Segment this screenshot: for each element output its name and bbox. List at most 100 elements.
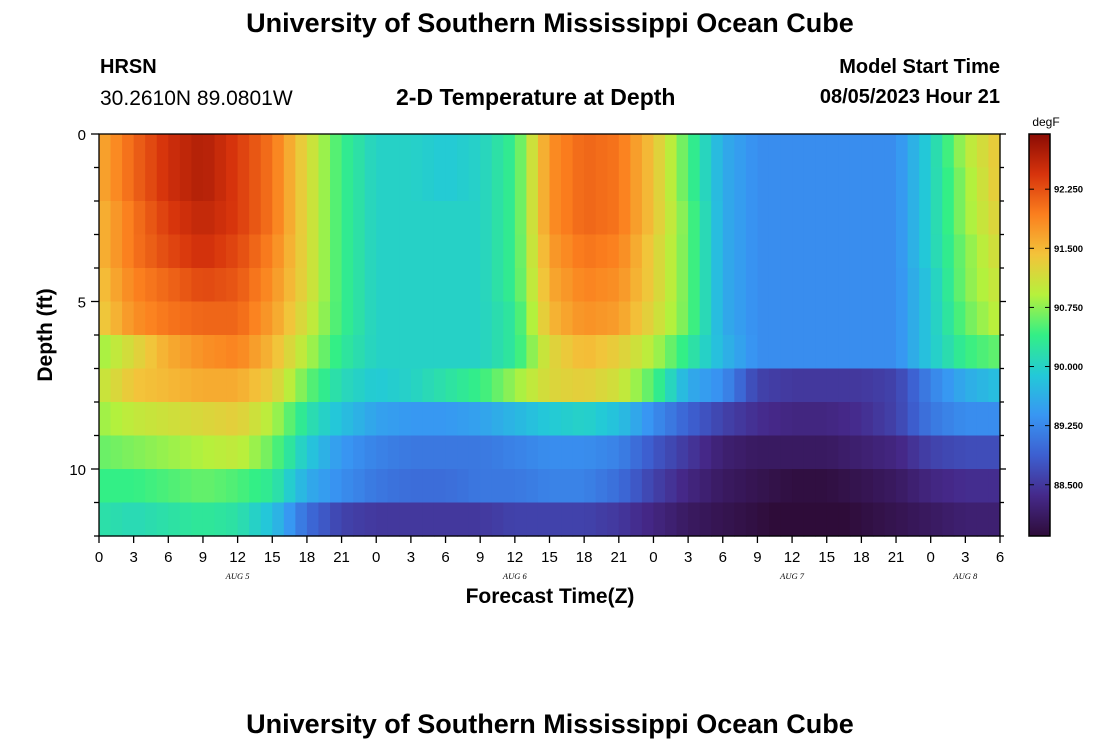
heatmap-cell [214, 435, 227, 470]
heatmap-cell [572, 469, 585, 504]
x-tick-label: 18 [576, 549, 593, 566]
heatmap-cell [607, 234, 620, 269]
heatmap-cell [965, 502, 978, 537]
heatmap-cell [399, 402, 412, 437]
heatmap-cell [861, 435, 874, 470]
heatmap-cell [549, 268, 562, 303]
heatmap-cell [364, 435, 377, 470]
heatmap-cell [942, 167, 955, 202]
heatmap-cell [584, 201, 597, 236]
heatmap-cell [872, 201, 886, 236]
heatmap-cell [306, 502, 320, 537]
heatmap-cell [122, 335, 135, 370]
x-tick-label: 15 [541, 549, 558, 566]
heatmap-cell [202, 234, 216, 269]
heatmap-cell [306, 167, 320, 202]
heatmap-cell [584, 469, 597, 504]
heatmap-cell [445, 502, 458, 537]
heatmap-cell [491, 234, 504, 269]
heatmap-cell [399, 134, 412, 169]
heatmap-cell [110, 335, 123, 370]
heatmap-cell [838, 134, 851, 169]
x-tick-label: 6 [996, 549, 1004, 566]
heatmap-cell [734, 402, 747, 437]
heatmap-cell [930, 335, 943, 370]
heatmap-cell [260, 167, 273, 202]
heatmap-cell [745, 402, 759, 437]
heatmap-cell [399, 201, 412, 236]
heatmap-cell [815, 301, 828, 336]
heatmap-cell [572, 134, 585, 169]
heatmap-cell [237, 234, 250, 269]
model-start-value: 08/05/2023 Hour 21 [819, 86, 1000, 108]
heatmap-cell [838, 268, 851, 303]
heatmap-cell [237, 268, 250, 303]
heatmap-cell [988, 368, 1001, 403]
heatmap-cell [838, 335, 851, 370]
heatmap-cell [433, 268, 447, 303]
heatmap-cell [630, 268, 643, 303]
heatmap-cell [665, 167, 678, 202]
heatmap-cell [907, 167, 920, 202]
heatmap-cell [99, 201, 112, 236]
heatmap-cell [330, 167, 343, 202]
heatmap-cell [480, 402, 493, 437]
heatmap-cell [919, 469, 932, 504]
heatmap-cell [422, 368, 435, 403]
heatmap-cell [676, 301, 689, 336]
heatmap-cell [572, 335, 585, 370]
heatmap-cell [653, 435, 666, 470]
heatmap-cell [179, 502, 193, 537]
heatmap-cell [260, 469, 273, 504]
heatmap-cell [953, 402, 966, 437]
heatmap-cell [549, 435, 562, 470]
heatmap-cell [780, 167, 793, 202]
heatmap-cell [457, 469, 470, 504]
heatmap-cell [491, 502, 504, 537]
heatmap-cell [295, 201, 308, 236]
heatmap-cell [699, 469, 712, 504]
heatmap-cell [514, 368, 527, 403]
heatmap-cell [399, 301, 412, 336]
heatmap-cell [514, 335, 527, 370]
heatmap-cell [272, 402, 285, 437]
heatmap-cell [457, 435, 470, 470]
heatmap-cell [468, 201, 481, 236]
heatmap-cell [156, 301, 169, 336]
heatmap-cell [919, 402, 932, 437]
heatmap-cell [630, 234, 643, 269]
heatmap-cell [226, 469, 239, 504]
heatmap-cell [318, 268, 331, 303]
heatmap-cell [745, 335, 759, 370]
heatmap-cell [561, 402, 574, 437]
heatmap-cell [815, 167, 828, 202]
heatmap-cell [595, 435, 608, 470]
heatmap-cell [514, 201, 527, 236]
x-tick-label: 3 [129, 549, 137, 566]
heatmap-cell [133, 268, 146, 303]
heatmap-cell [711, 234, 724, 269]
heatmap-cell [757, 234, 770, 269]
heatmap-cell [745, 502, 759, 537]
heatmap-cell [168, 167, 181, 202]
heatmap-cell [930, 502, 943, 537]
heatmap-cell [341, 201, 354, 236]
heatmap-cell [907, 469, 920, 504]
heatmap-cell [410, 502, 424, 537]
heatmap-cell [503, 234, 516, 269]
colorbar-tick-label: 92.250 [1054, 185, 1083, 196]
heatmap-cell [330, 234, 343, 269]
heatmap-cell [595, 301, 608, 336]
heatmap-cell [226, 402, 239, 437]
heatmap-cell [457, 134, 470, 169]
heatmap-cell [988, 234, 1001, 269]
heatmap-cell [191, 201, 204, 236]
heatmap-cell [838, 368, 851, 403]
heatmap-cell [387, 234, 400, 269]
heatmap-cell [792, 435, 805, 470]
heatmap-cell [584, 301, 597, 336]
heatmap-cell [803, 134, 816, 169]
heatmap-cell [792, 301, 805, 336]
heatmap-cell [433, 201, 447, 236]
heatmap-cell [318, 469, 331, 504]
